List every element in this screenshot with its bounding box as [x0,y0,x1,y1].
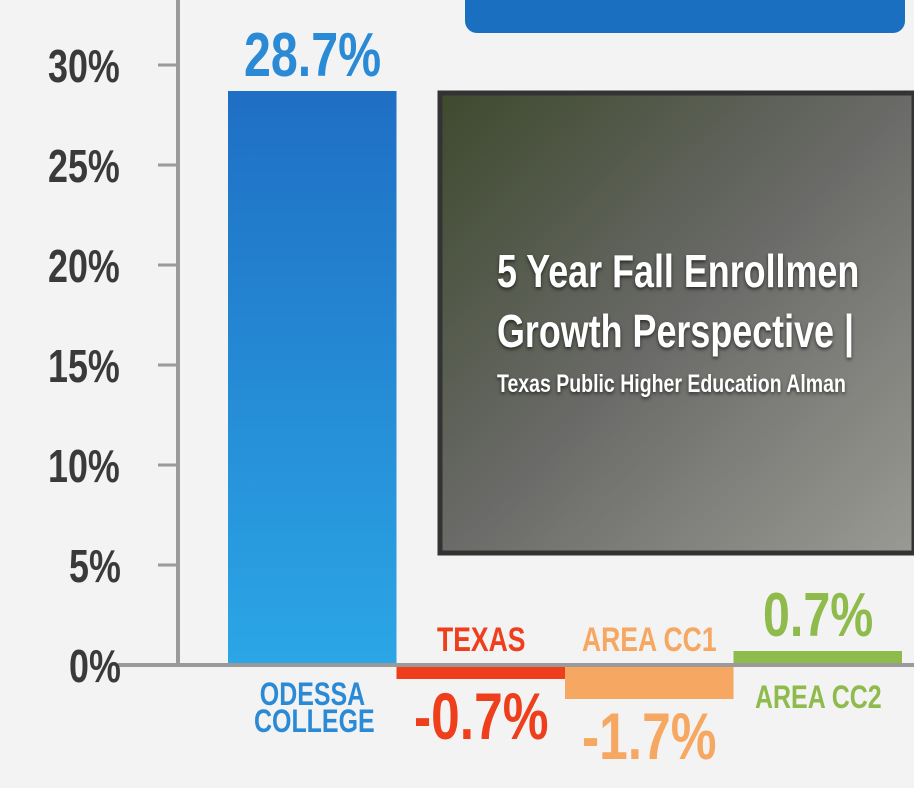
value-label: 0.7% [762,581,873,650]
bar [565,665,734,699]
bar [228,91,397,665]
category-label: TEXAS [436,621,526,659]
value-label: -0.7% [413,679,549,753]
video-title: Growth Perspective | [497,305,854,357]
value-label: -1.7% [582,699,717,773]
y-tick-label: 10% [48,440,121,492]
video-thumbnail [437,90,914,556]
y-tick-label: 25% [48,140,121,192]
banner [465,0,905,33]
y-tick-label: 0% [68,640,121,692]
category-label: AREA CC1 [581,621,717,659]
category-label: ODESSA COLLEGE [253,676,375,740]
y-tick-label: 20% [48,240,121,292]
bar [733,651,902,665]
video-title: 5 Year Fall Enrollmen [497,245,860,297]
y-tick-label: 15% [48,340,121,392]
value-label: 28.7% [243,21,381,90]
video-subtitle: Texas Public Higher Education Alman [497,370,846,398]
y-tick-label: 5% [68,540,121,592]
bar [396,665,565,679]
y-tick-label: 30% [48,40,121,92]
category-label: AREA CC2 [754,679,882,715]
